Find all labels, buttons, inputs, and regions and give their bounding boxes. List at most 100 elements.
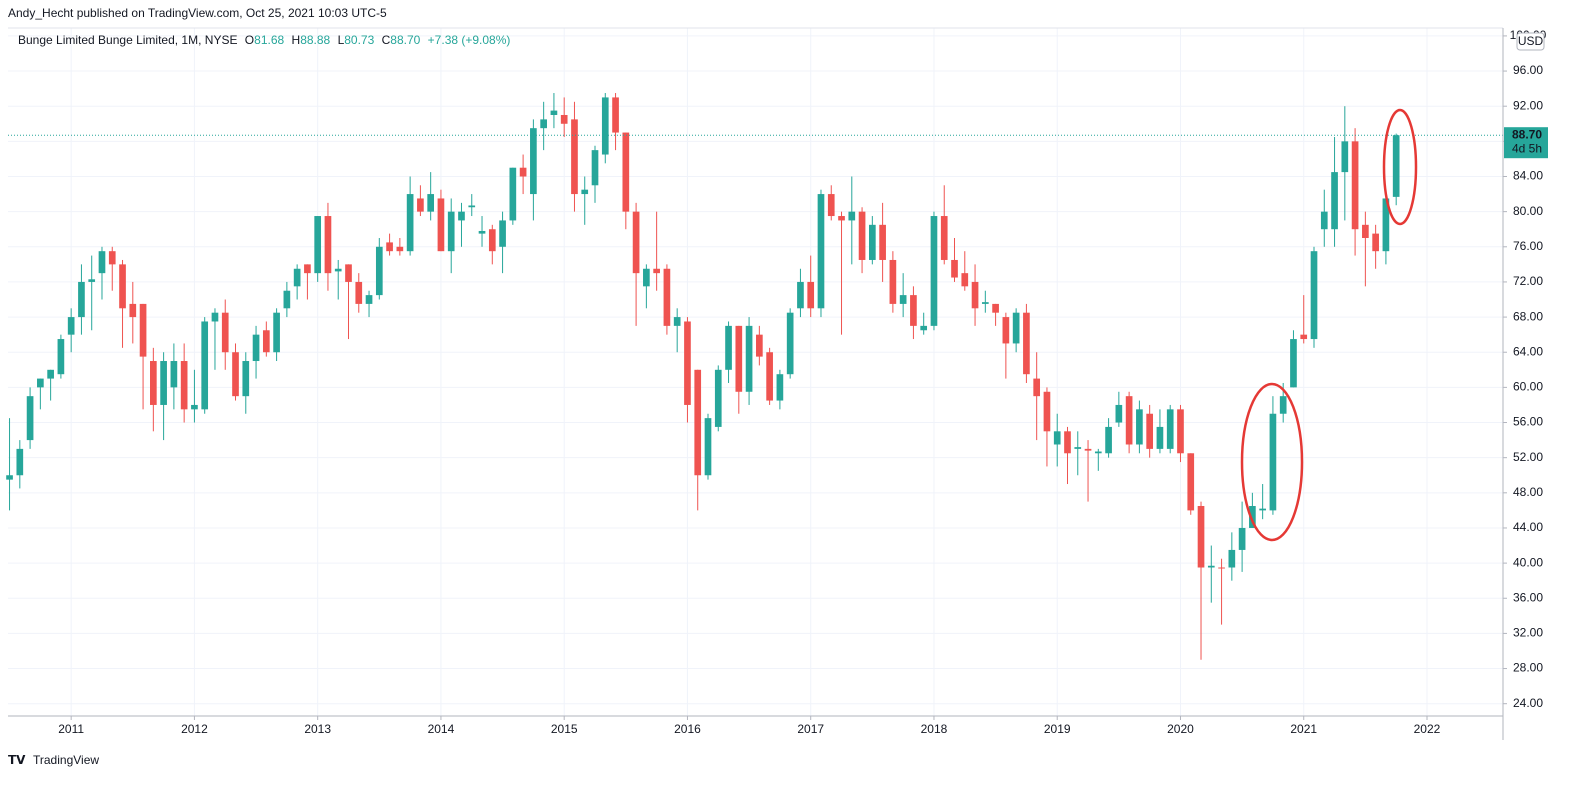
legend-key: H: [292, 33, 301, 47]
candle-body: [1392, 135, 1400, 197]
candle-body: [437, 198, 445, 252]
candle-body: [67, 317, 75, 335]
candle-body: [807, 281, 815, 309]
legend-value: 88.88: [300, 33, 330, 47]
candle-body: [468, 205, 476, 208]
candle-body: [1269, 413, 1277, 511]
y-tick-label: 96.00: [1513, 63, 1543, 77]
candle-body: [612, 97, 619, 133]
legend-key: C: [382, 33, 391, 47]
symbol-title: Bunge Limited Bunge Limited, 1M, NYSE: [18, 33, 237, 47]
candle-body: [386, 242, 393, 252]
last-price-label: 88.70: [1512, 127, 1542, 141]
legend-key: L: [338, 33, 345, 47]
candle-body: [1084, 448, 1092, 451]
candle-body: [591, 150, 599, 186]
candle-body: [499, 220, 506, 247]
legend-change: +7.38 (+9.08%): [428, 33, 511, 47]
candle-body: [663, 268, 671, 326]
candle-body: [1362, 224, 1369, 239]
candle-body: [1115, 404, 1123, 423]
countdown-label: 4d 5h: [1512, 141, 1542, 155]
x-tick-label: 2013: [304, 722, 331, 736]
candle-body: [1064, 431, 1071, 454]
candle-body: [622, 132, 630, 212]
brand-name: TradingView: [33, 753, 99, 767]
candle-body: [879, 224, 886, 260]
candle-body: [119, 264, 126, 309]
candle-body: [797, 281, 804, 309]
candle-body: [509, 167, 517, 221]
candle-body: [858, 211, 866, 260]
candle-body: [838, 216, 845, 221]
candle-body: [684, 321, 691, 405]
candle-body: [1156, 426, 1164, 449]
y-tick-label: 24.00: [1513, 696, 1543, 710]
candle-body: [150, 361, 157, 405]
y-tick-label: 64.00: [1513, 344, 1543, 358]
candle-body: [16, 448, 24, 476]
candle-body: [242, 361, 250, 397]
candle-body: [653, 268, 660, 274]
y-tick-label: 32.00: [1513, 626, 1543, 640]
x-tick-label: 2022: [1414, 722, 1441, 736]
candle-body: [221, 312, 229, 353]
candle-body: [365, 295, 373, 304]
candle-body: [519, 167, 527, 177]
legend-value: 88.70: [390, 33, 420, 47]
candle-body: [191, 404, 198, 410]
candle-body: [1023, 312, 1030, 375]
candle-body: [643, 268, 650, 287]
candle-body: [417, 198, 424, 212]
candle-body: [1043, 391, 1051, 432]
candle-body: [735, 325, 743, 392]
currency-label: USD: [1518, 34, 1544, 48]
candle-body: [37, 378, 44, 388]
candle-body: [108, 251, 116, 265]
candle-body: [756, 334, 763, 357]
candle-body: [211, 312, 219, 322]
publisher-note: Andy_Hecht published on TradingView.com,…: [8, 6, 387, 20]
candle-body: [345, 264, 352, 282]
candle-body: [817, 194, 825, 309]
candle-body: [868, 224, 876, 260]
candles: [6, 93, 1503, 660]
y-tick-label: 60.00: [1513, 380, 1543, 394]
candle-body: [47, 369, 54, 379]
candle-body: [540, 119, 547, 129]
candle-body: [530, 128, 537, 195]
candle-body: [601, 97, 609, 155]
candle-body: [6, 475, 13, 480]
candle-body: [396, 246, 404, 252]
candle-body: [981, 302, 989, 304]
candle-body: [1238, 527, 1246, 550]
candle-body: [252, 334, 260, 362]
candle-body: [920, 325, 928, 331]
candle-body: [992, 303, 999, 313]
y-tick-label: 80.00: [1513, 204, 1543, 218]
x-tick-label: 2012: [181, 722, 208, 736]
candle-body: [160, 361, 167, 405]
candle-body: [848, 211, 856, 221]
y-tick-label: 92.00: [1513, 98, 1543, 112]
candle-body: [1351, 141, 1359, 230]
candle-body: [1012, 312, 1020, 344]
candle-body: [98, 251, 106, 274]
x-tick-label: 2011: [58, 722, 84, 736]
candle-body: [1320, 211, 1328, 230]
candle-body: [273, 312, 280, 353]
candle-body: [129, 303, 137, 318]
currency-box[interactable]: [1516, 32, 1545, 51]
candle-body: [232, 352, 239, 397]
candle-body: [1218, 567, 1225, 569]
candle-body: [725, 325, 732, 370]
candle-body: [1053, 431, 1061, 445]
candle-body: [1166, 409, 1174, 449]
candle-body: [170, 361, 178, 388]
candle-body: [930, 216, 938, 326]
candle-body: [951, 259, 958, 278]
candle-body: [1207, 565, 1215, 568]
candle-body: [704, 418, 712, 476]
candle-body: [1105, 426, 1112, 454]
